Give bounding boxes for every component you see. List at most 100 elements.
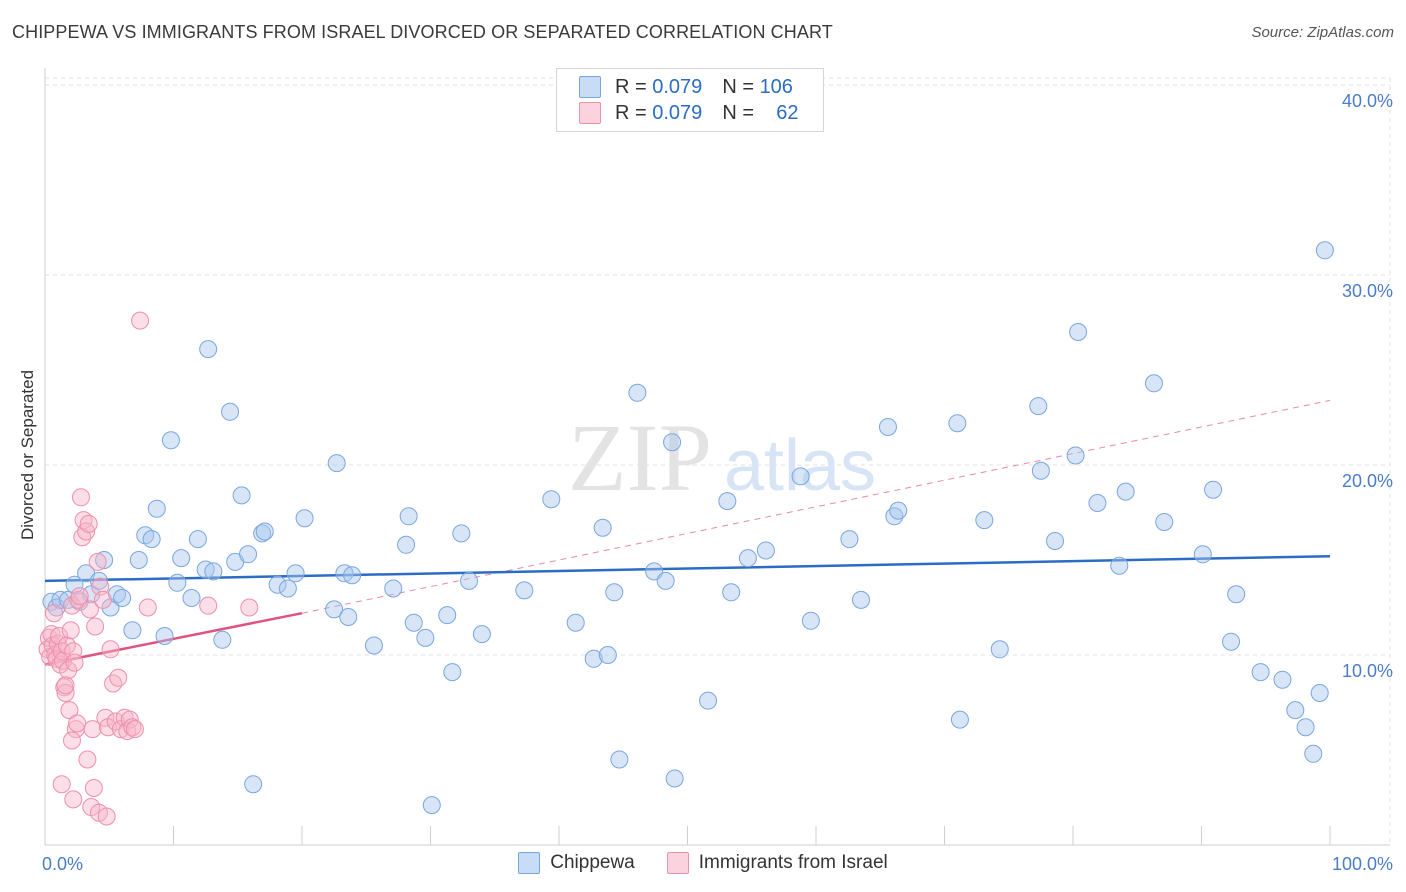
chippewa-point xyxy=(232,486,251,505)
chippewa-point xyxy=(889,501,908,520)
chippewa-point xyxy=(182,589,201,607)
trend-line-1 xyxy=(44,611,303,666)
chippewa-point xyxy=(948,414,967,433)
israel-point xyxy=(80,600,99,619)
chippewa-point xyxy=(239,545,258,564)
israel-point xyxy=(83,720,102,739)
y-tick-labels: 10.0% 20.0% 30.0% 40.0% xyxy=(1342,91,1393,681)
chippewa-point xyxy=(438,606,457,625)
chippewa-point xyxy=(1296,718,1315,737)
trend-line-0 xyxy=(44,554,1331,583)
legend-label: Immigrants from Israel xyxy=(698,852,888,873)
chippewa-point xyxy=(343,566,362,585)
chippewa-point xyxy=(286,564,305,583)
watermark-atlas: atlas xyxy=(724,426,876,506)
israel-point xyxy=(70,587,89,606)
y-tick-label: 30.0% xyxy=(1342,281,1393,301)
chippewa-point xyxy=(1046,532,1065,550)
israel-point xyxy=(84,779,103,797)
chippewa-point xyxy=(335,564,354,583)
chippewa-point xyxy=(584,649,603,668)
chippewa-point xyxy=(515,581,534,600)
chippewa-point xyxy=(196,560,215,579)
israel-point xyxy=(131,311,150,330)
israel-point xyxy=(53,651,72,670)
chippewa-point xyxy=(1315,241,1334,260)
chippewa-point xyxy=(397,535,416,554)
chippewa-point xyxy=(221,402,240,421)
axes xyxy=(44,68,1390,846)
israel-point xyxy=(109,668,128,687)
chippewa-point xyxy=(1155,513,1174,531)
israel-point xyxy=(123,718,142,737)
israel-point xyxy=(50,627,69,645)
israel-point xyxy=(125,720,144,739)
chippewa-point xyxy=(1273,670,1292,689)
israel-point xyxy=(42,625,61,644)
legend-item-israel: Immigrants from Israel xyxy=(666,852,888,874)
chippewa-swatch xyxy=(518,852,541,874)
chippewa-point xyxy=(605,583,624,602)
chippewa-point xyxy=(645,562,664,581)
x-tick-label-max: 100.0% xyxy=(1332,854,1393,874)
chippewa-point xyxy=(1222,632,1241,651)
israel-point xyxy=(59,661,78,680)
chippewa-point xyxy=(1110,556,1129,575)
israel-point xyxy=(199,596,218,615)
chippewa-point xyxy=(147,499,166,518)
chippewa-point xyxy=(168,573,187,592)
israel-point xyxy=(138,598,157,617)
chippewa-point xyxy=(718,492,737,511)
chippewa-point xyxy=(155,627,174,645)
israel-point xyxy=(44,604,63,623)
y-tick-label: 10.0% xyxy=(1342,661,1393,681)
chippewa-point xyxy=(268,575,287,594)
israel-point xyxy=(101,640,120,659)
chippewa-point xyxy=(801,611,820,630)
series-legend: Chippewa Immigrants from Israel xyxy=(0,852,1406,874)
chippewa-point xyxy=(325,600,344,619)
chippewa-point xyxy=(199,340,218,359)
legend-item-chippewa: Chippewa xyxy=(518,852,635,874)
chippewa-point xyxy=(628,383,647,402)
israel-point xyxy=(79,514,98,533)
israel-point xyxy=(111,720,130,739)
chippewa-point xyxy=(113,589,132,607)
chippewa-point xyxy=(791,467,810,486)
chippewa-point xyxy=(1310,684,1329,702)
chippewa-point xyxy=(244,775,263,794)
chippewa-point xyxy=(1031,461,1050,480)
chippewa-point xyxy=(295,509,314,528)
israel-point xyxy=(61,621,80,640)
chippewa-point xyxy=(95,551,114,569)
chippewa-point xyxy=(878,418,897,436)
n-value: 62 xyxy=(776,101,799,124)
chippewa-point xyxy=(472,625,491,644)
israel-point xyxy=(56,684,75,702)
chippewa-point xyxy=(204,562,223,581)
israel-point xyxy=(64,790,83,809)
chippewa-point xyxy=(756,541,775,560)
chippewa-point xyxy=(129,551,148,569)
chippewa-point xyxy=(950,710,969,729)
chippewa-point xyxy=(1193,545,1212,564)
chippewa-point xyxy=(990,640,1009,659)
chippewa-point xyxy=(161,431,180,450)
y-tick-label: 40.0% xyxy=(1342,91,1393,111)
grid-lines xyxy=(45,77,1391,845)
x-tick-label-min: 0.0% xyxy=(42,854,83,874)
source-label: Source: ZipAtlas.com xyxy=(1251,24,1394,41)
chippewa-point xyxy=(364,636,383,655)
stats-legend: R = 0.079 N = 106 R = 0.079 N = 62 xyxy=(556,68,824,132)
chippewa-point xyxy=(422,796,441,815)
chippewa-point xyxy=(123,621,142,640)
chippewa-point xyxy=(975,511,994,530)
n-label: N = xyxy=(722,75,754,98)
watermark: ZIP atlas xyxy=(568,404,876,511)
chippewa-point xyxy=(593,518,612,537)
chippewa-point xyxy=(1066,446,1085,465)
chippewa-point xyxy=(278,579,297,598)
chart-title: CHIPPEWA VS IMMIGRANTS FROM ISRAEL DIVOR… xyxy=(12,22,833,42)
chippewa-point xyxy=(1029,397,1048,416)
r-value: 0.079 xyxy=(652,101,703,124)
